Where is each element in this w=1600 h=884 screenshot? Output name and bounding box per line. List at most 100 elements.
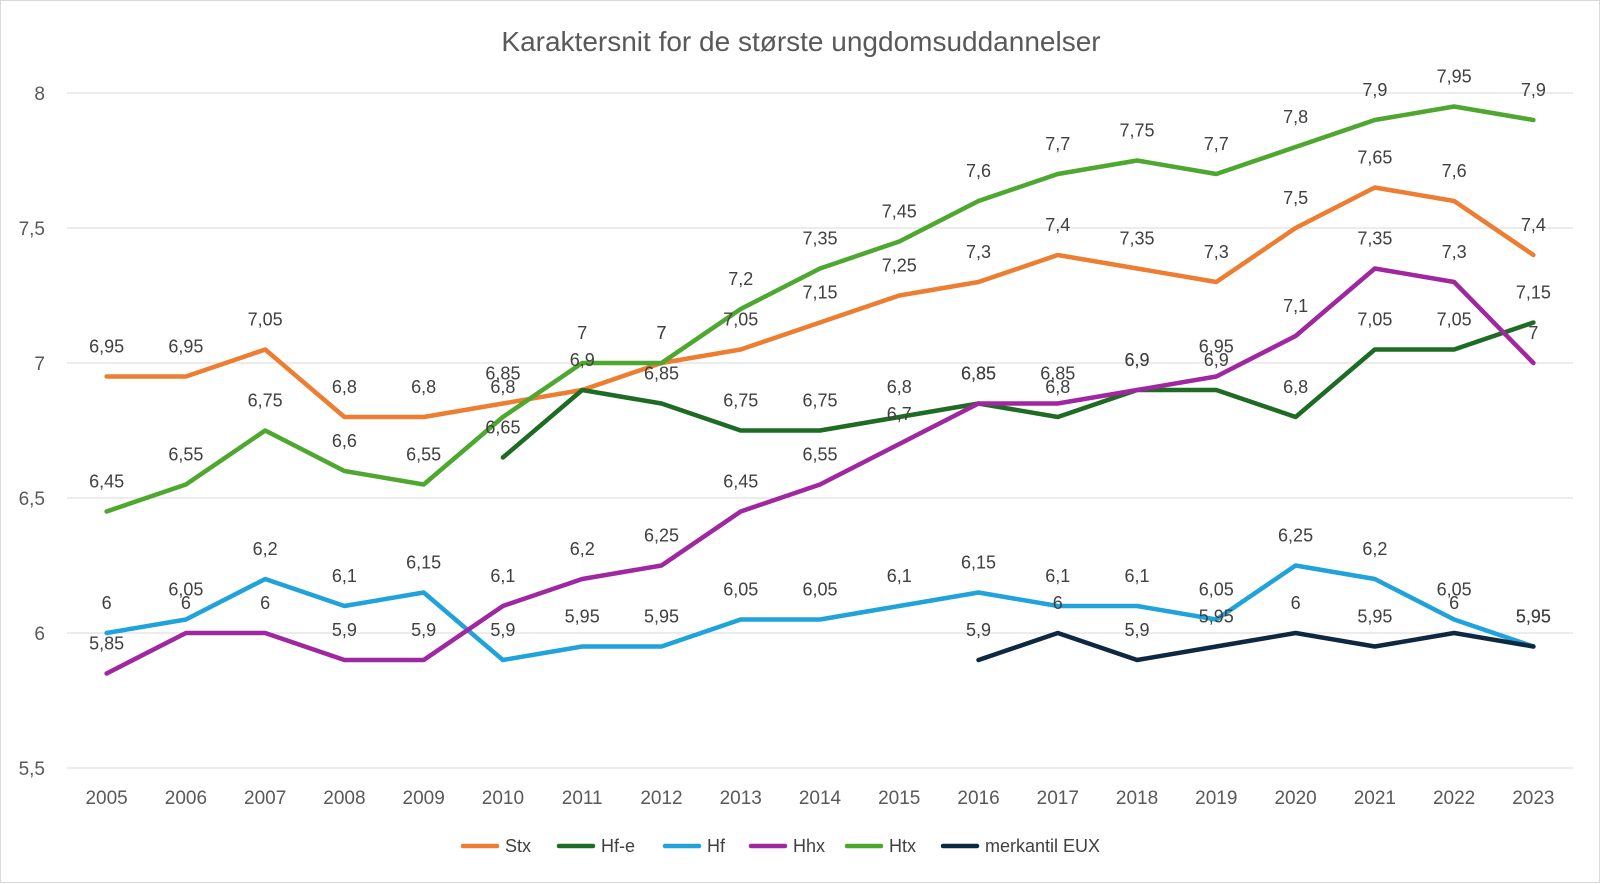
data-label: 6,1 xyxy=(490,566,515,586)
legend-label: Stx xyxy=(505,836,531,856)
data-label: 7,3 xyxy=(1442,242,1467,262)
data-label: 6,2 xyxy=(1362,539,1387,559)
x-tick-label: 2023 xyxy=(1512,788,1554,809)
data-label: 7,2 xyxy=(728,269,753,289)
data-label: 6,75 xyxy=(723,391,758,411)
data-label: 6,8 xyxy=(332,377,357,397)
data-label: 6,05 xyxy=(1199,580,1234,600)
data-label: 5,95 xyxy=(565,607,600,627)
x-tick-label: 2017 xyxy=(1037,788,1079,809)
x-tick-label: 2016 xyxy=(957,788,999,809)
y-tick-label: 6,5 xyxy=(19,489,45,510)
data-label: 7,1 xyxy=(1283,296,1308,316)
y-tick-label: 5,5 xyxy=(19,759,45,780)
data-label: 7,05 xyxy=(1437,310,1472,330)
y-tick-label: 7,5 xyxy=(19,219,45,240)
legend-label: Hf xyxy=(707,836,726,856)
data-label: 7,95 xyxy=(1437,67,1472,87)
x-tick-label: 2006 xyxy=(165,788,207,809)
data-label: 7,4 xyxy=(1521,215,1546,235)
data-label: 6,7 xyxy=(887,404,912,424)
x-tick-label: 2019 xyxy=(1195,788,1237,809)
data-label: 6,15 xyxy=(406,553,441,573)
data-label: 6,75 xyxy=(248,391,283,411)
legend-label: merkantil EUX xyxy=(985,836,1100,856)
x-tick-label: 2009 xyxy=(403,788,445,809)
data-label: 7,45 xyxy=(882,202,917,222)
data-label: 7,3 xyxy=(1204,242,1229,262)
data-label: 6,95 xyxy=(1199,337,1234,357)
data-label: 6,85 xyxy=(1040,364,1075,384)
data-label: 5,95 xyxy=(1199,607,1234,627)
data-label: 7 xyxy=(577,323,587,343)
x-tick-label: 2015 xyxy=(878,788,920,809)
data-label: 7,6 xyxy=(966,161,991,181)
data-label: 6,55 xyxy=(406,445,441,465)
data-label: 7,05 xyxy=(1357,310,1392,330)
data-label: 6,2 xyxy=(570,539,595,559)
data-label: 5,9 xyxy=(1125,620,1150,640)
data-label: 6,55 xyxy=(168,445,203,465)
x-tick-label: 2011 xyxy=(562,788,603,809)
legend-item-htx: Htx xyxy=(847,836,916,856)
data-label: 6,15 xyxy=(961,553,996,573)
data-label: 6,8 xyxy=(411,377,436,397)
data-label: 6,95 xyxy=(168,337,203,357)
data-label: 7,35 xyxy=(1120,229,1155,249)
x-tick-label: 2008 xyxy=(323,788,365,809)
data-label: 6,55 xyxy=(802,445,837,465)
data-label: 6 xyxy=(1449,593,1459,613)
data-label: 6,9 xyxy=(1125,350,1150,370)
data-label: 7,4 xyxy=(1045,215,1070,235)
data-label: 5,95 xyxy=(1357,607,1392,627)
legend-label: Hhx xyxy=(793,836,825,856)
data-label: 6,8 xyxy=(490,377,515,397)
data-label: 6,65 xyxy=(485,418,520,438)
x-tick-label: 2005 xyxy=(85,788,127,809)
legend-item-stx: Stx xyxy=(463,836,531,856)
x-tick-label: 2021 xyxy=(1354,788,1396,809)
data-label: 7,7 xyxy=(1045,134,1070,154)
legend-item-merkantil-eux: merkantil EUX xyxy=(943,836,1100,856)
data-label: 6,1 xyxy=(1045,566,1070,586)
legend-item-hf-e: Hf-e xyxy=(559,836,635,856)
data-label: 7,8 xyxy=(1283,107,1308,127)
data-label: 6,6 xyxy=(332,431,357,451)
data-label: 7,15 xyxy=(1516,283,1551,303)
data-label: 6,05 xyxy=(802,580,837,600)
data-label: 6 xyxy=(1053,593,1063,613)
data-label: 6,45 xyxy=(89,472,124,492)
data-label: 6,85 xyxy=(961,364,996,384)
data-label: 7,65 xyxy=(1357,148,1392,168)
y-tick-label: 6 xyxy=(34,624,45,645)
data-label: 6,25 xyxy=(644,526,679,546)
data-label: 6,05 xyxy=(723,580,758,600)
data-label: 7,15 xyxy=(802,283,837,303)
data-label: 6,1 xyxy=(332,566,357,586)
x-tick-label: 2013 xyxy=(720,788,762,809)
data-label: 6,85 xyxy=(644,364,679,384)
data-label: 7,9 xyxy=(1521,80,1546,100)
data-label: 7,6 xyxy=(1442,161,1467,181)
data-label: 6,9 xyxy=(570,350,595,370)
data-label: 5,9 xyxy=(332,620,357,640)
x-tick-label: 2012 xyxy=(640,788,682,809)
legend-label: Hf-e xyxy=(601,836,635,856)
data-label: 5,85 xyxy=(89,634,124,654)
y-tick-label: 7 xyxy=(34,354,45,375)
data-label: 5,95 xyxy=(644,607,679,627)
series-line-hhx xyxy=(107,269,1534,674)
x-tick-label: 2020 xyxy=(1274,788,1316,809)
data-label: 7,35 xyxy=(802,229,837,249)
x-tick-label: 2022 xyxy=(1433,788,1475,809)
data-label: 7,25 xyxy=(882,256,917,276)
data-label: 6,2 xyxy=(253,539,278,559)
legend: Stx Hf-e Hf Hhx Htx merkantil EUX xyxy=(463,836,1100,856)
x-tick-label: 2007 xyxy=(244,788,286,809)
data-label: 6,1 xyxy=(1125,566,1150,586)
data-label: 6 xyxy=(1291,593,1301,613)
data-label: 7 xyxy=(1528,323,1538,343)
data-label: 6,25 xyxy=(1278,526,1313,546)
data-label: 6 xyxy=(260,593,270,613)
